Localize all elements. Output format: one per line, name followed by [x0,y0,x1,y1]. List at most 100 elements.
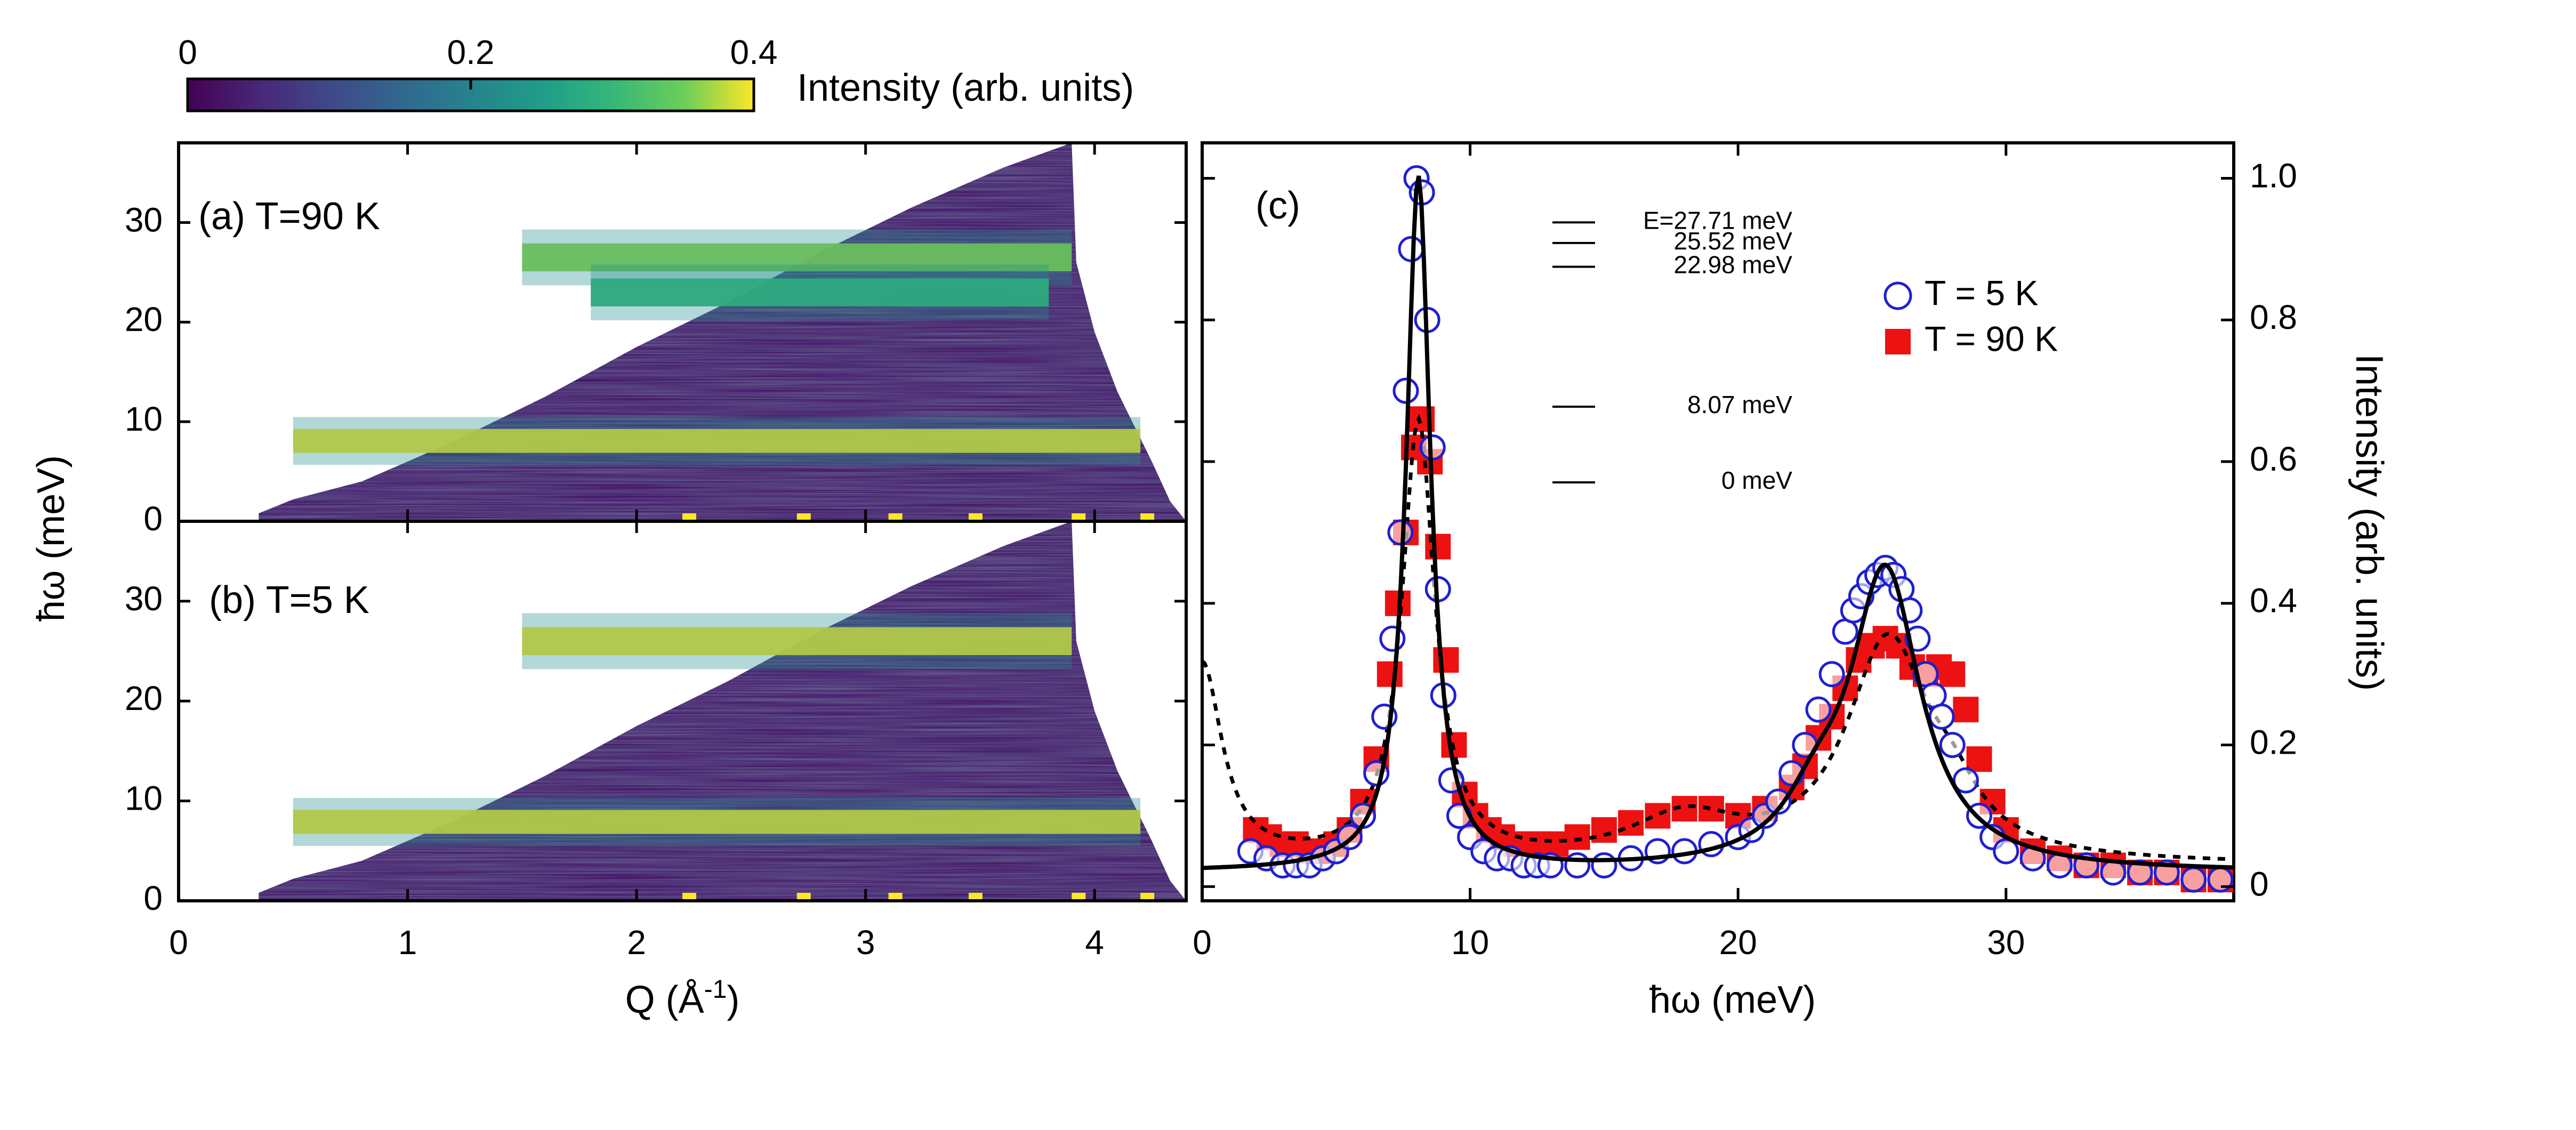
x-tick-label: 20 [1719,923,1757,962]
point-t90 [1564,824,1590,850]
point-t90 [1543,831,1569,857]
point-t5 [1387,519,1414,546]
xlabel-left: Q (Å-1) [625,975,740,1021]
level-label: 0 meV [1721,466,1792,494]
x-tick-label: 0 [169,923,188,962]
frame-c [1201,141,2235,902]
ylabel-right: Intensity (arb. units) [2348,354,2390,691]
point-t90 [1618,810,1644,836]
x-tick-label: 10 [1451,923,1489,962]
y-tick-label: 0.4 [2250,582,2297,620]
heatmap-speckle [968,893,983,901]
point-t5 [1939,732,1966,758]
y-tick-label: 30 [125,200,163,239]
y-tick-label: 1.0 [2250,156,2297,195]
legend-marker-t90 [1885,329,1911,354]
point-t5 [1591,852,1617,879]
y-tick-label: 0 [2250,865,2269,903]
xlabel-left-text: Q (Å [625,979,704,1021]
heatmap-a-noise [259,143,1186,521]
x-tick-label: 1 [398,923,417,962]
point-t5 [1928,703,1955,730]
x-tick-label: 2 [627,923,646,962]
heatmap-band [293,429,1141,453]
heatmap-b-noise [259,521,1186,901]
y-tick-label: 30 [125,579,163,618]
heatmap-band-halo [293,417,1141,465]
point-t5 [2180,866,2207,893]
point-t5 [1379,625,1406,652]
point-t90 [1939,661,1966,687]
heatmap-speckle [968,513,983,521]
panel-b: (b) T=5 K 0 10 20 30 0 1 2 3 4 [125,521,1186,962]
point-t5 [1805,696,1832,723]
heatmap-band-halo [522,613,1072,669]
colorbar-tick-label: 0.4 [730,33,778,71]
y-tick-label: 0.8 [2250,298,2297,336]
heatmap-speckle [1072,513,1086,521]
colorbar-tick-label: 0 [178,33,197,71]
heatmap-band-halo [522,229,1072,286]
point-t90 [1966,746,1992,772]
point-t90 [1433,647,1459,673]
point-t5 [1818,661,1845,688]
legend-label-t90: T = 90 K [1925,319,2058,358]
y-tick-label: 20 [125,679,163,717]
heatmap-speckle [1140,893,1155,901]
point-t5 [2100,859,2127,886]
heatmap-speckle [796,893,811,901]
fit-line-dashed [1202,414,2234,861]
y-tick-label: 10 [125,779,163,818]
point-t90 [1698,796,1724,822]
legend-label-t5: T = 5 K [1925,273,2038,312]
point-t90 [1376,661,1403,687]
level-label: 8.07 meV [1687,391,1792,418]
x-tick-label: 30 [1987,923,2025,962]
heatmap-band-halo [591,264,1049,320]
point-t5 [1392,377,1419,404]
y-tick-label: 10 [125,400,163,438]
heatmap-band-halo [293,798,1141,846]
point-t5 [1765,788,1792,815]
point-t5 [2127,859,2153,886]
y-tick-label: 0.2 [2250,723,2297,762]
point-t90 [1645,803,1671,829]
heatmap-speckle [888,893,903,901]
heatmap-band [522,627,1072,656]
y-tick-label: 0.6 [2250,440,2297,478]
heatmap-speckle [1140,513,1155,521]
colorbar: 0 0.2 0.4 Intensity (arb. units) [178,33,1134,112]
colorbar-tick-label: 0.2 [447,33,495,71]
heatmap-speckle [888,513,903,521]
heatmap-speckle [796,513,811,521]
y-tick-label: 0 [143,879,163,917]
point-t5 [1564,852,1591,879]
heatmap-band [293,810,1141,834]
ylabel-left: ħω (meV) [30,455,73,622]
heatmap-speckle [1072,893,1086,901]
panel-a: (a) T=90 K 0 10 20 30 [125,143,1186,538]
heatmap-band [522,243,1072,272]
y-tick-label: 0 [143,499,163,538]
fit-line-solid [1202,175,2234,870]
level-label: E=27.71 meV [1643,206,1792,234]
panel-a-label: (a) T=90 K [198,195,380,238]
panel-b-label: (b) T=5 K [209,579,369,622]
panel-c-label: (c) [1255,184,1300,227]
y-tick-label: 20 [125,300,163,338]
point-t90 [1591,817,1617,843]
level-label: 25.52 meV [1674,227,1793,255]
point-t5 [1952,767,1979,794]
point-t90 [1953,697,1979,723]
legend-marker-t5 [1883,281,1912,310]
x-tick-label: 0 [1193,923,1212,962]
x-tick-label: 4 [1085,923,1104,962]
level-label: 22.98 meV [1674,251,1793,279]
heatmap-band [591,278,1049,306]
point-t5 [1993,838,2019,865]
heatmap-speckle [682,513,696,521]
colorbar-label: Intensity (arb. units) [797,67,1134,109]
x-tick-label: 3 [856,923,875,962]
